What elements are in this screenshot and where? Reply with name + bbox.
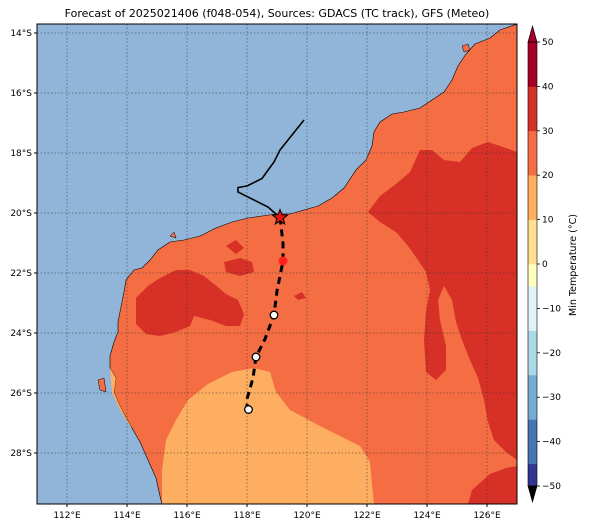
plot-frame — [36, 23, 518, 505]
lat-tick-label: 28°S — [10, 449, 32, 459]
lon-tick-label: 112°E — [53, 511, 81, 521]
current-position-star-icon — [271, 208, 289, 226]
colorbar-segment — [528, 108, 537, 132]
temp-band-30-40 — [224, 258, 254, 276]
colorbar-segment — [528, 86, 537, 109]
longitude-axis: 112°E 114°E 116°E 118°E 120°E 122°E 124°E 126°E — [53, 504, 501, 521]
map-title: Forecast of 2025021406 (f048-054), Sourc… — [64, 7, 490, 20]
lat-tick-label: 26°S — [10, 389, 32, 399]
island — [97, 377, 107, 393]
lat-tick-label: 20°S — [10, 209, 32, 219]
track-point — [244, 405, 253, 414]
lon-tick-label: 124°E — [413, 511, 441, 521]
colorbar-extend-bottom — [527, 485, 538, 504]
colorbar-segment — [528, 375, 537, 398]
lon-tick-label: 120°E — [293, 511, 321, 521]
colorbar-tick-label: 40 — [542, 82, 554, 92]
colorbar-extend-top — [527, 24, 538, 43]
track-point — [251, 352, 261, 362]
lat-tick-label: 24°S — [10, 329, 32, 339]
gridlines — [37, 24, 517, 504]
colorbar-tick-label: 10 — [542, 216, 554, 226]
colorbar-tick-label: −20 — [542, 349, 561, 359]
map-plot-area — [37, 24, 517, 504]
temp-band-10-20 — [110, 368, 132, 428]
lat-tick-label: 14°S — [10, 29, 32, 39]
colorbar-tick-label: −10 — [542, 304, 561, 314]
island — [169, 231, 177, 239]
colorbar-segment — [528, 397, 537, 420]
temp-band-10-20 — [162, 368, 374, 504]
colorbar-segment — [528, 175, 537, 198]
colorbar-tick-label: 30 — [542, 127, 554, 137]
colorbar-label: Min Temperature (°C) — [568, 214, 579, 316]
colorbar-segment — [528, 42, 537, 65]
past-track-line — [237, 119, 305, 219]
colorbar-segment — [528, 441, 537, 465]
lon-tick-label: 126°E — [473, 511, 501, 521]
colorbar-segment — [528, 264, 537, 287]
colorbar-segment — [528, 130, 537, 154]
colorbar-segment — [528, 419, 537, 442]
temp-band-30-40 — [294, 292, 306, 300]
temp-band-30-40 — [368, 142, 517, 460]
colorbar-tick-label: −50 — [542, 482, 561, 492]
colorbar-segment — [528, 330, 537, 354]
forecast-track-line — [245, 217, 285, 411]
colorbar-segment — [528, 153, 537, 176]
lat-tick-label: 16°S — [10, 89, 32, 99]
colorbar-tick-label: −40 — [542, 438, 561, 448]
colorbar-segment — [528, 463, 537, 487]
lat-tick-label: 22°S — [10, 269, 32, 279]
colorbar-segment — [528, 286, 537, 309]
colorbar-ticks: 50 40 30 20 10 0 −10 −20 −30 −40 −50 — [537, 38, 561, 492]
temp-band-30-40 — [468, 466, 517, 504]
colorbar — [527, 24, 538, 504]
colorbar-segment — [528, 219, 537, 243]
island — [461, 43, 471, 53]
lon-tick-label: 116°E — [173, 511, 201, 521]
lon-tick-label: 122°E — [353, 511, 381, 521]
lon-tick-label: 118°E — [233, 511, 261, 521]
red-track-point — [278, 256, 288, 266]
colorbar-tick-label: −30 — [542, 393, 561, 403]
lat-tick-label: 18°S — [10, 149, 32, 159]
latitude-axis: 14°S 16°S 18°S 20°S 22°S 24°S 26°S 28°S — [10, 29, 37, 459]
track-points — [244, 310, 279, 414]
colorbar-tick-label: 50 — [542, 38, 554, 48]
temp-band-30-40 — [226, 240, 244, 254]
colorbar-tick-label: 20 — [542, 171, 554, 181]
track-point — [269, 310, 279, 320]
colorbar-segment — [528, 308, 537, 331]
colorbar-segment — [528, 241, 537, 265]
colorbar-segment — [528, 197, 537, 220]
colorbar-tick-label: 0 — [542, 260, 548, 270]
colorbar-segment — [528, 64, 537, 87]
lon-tick-label: 114°E — [113, 511, 141, 521]
colorbar-segment — [528, 352, 537, 376]
temp-band-30-40 — [136, 270, 244, 336]
